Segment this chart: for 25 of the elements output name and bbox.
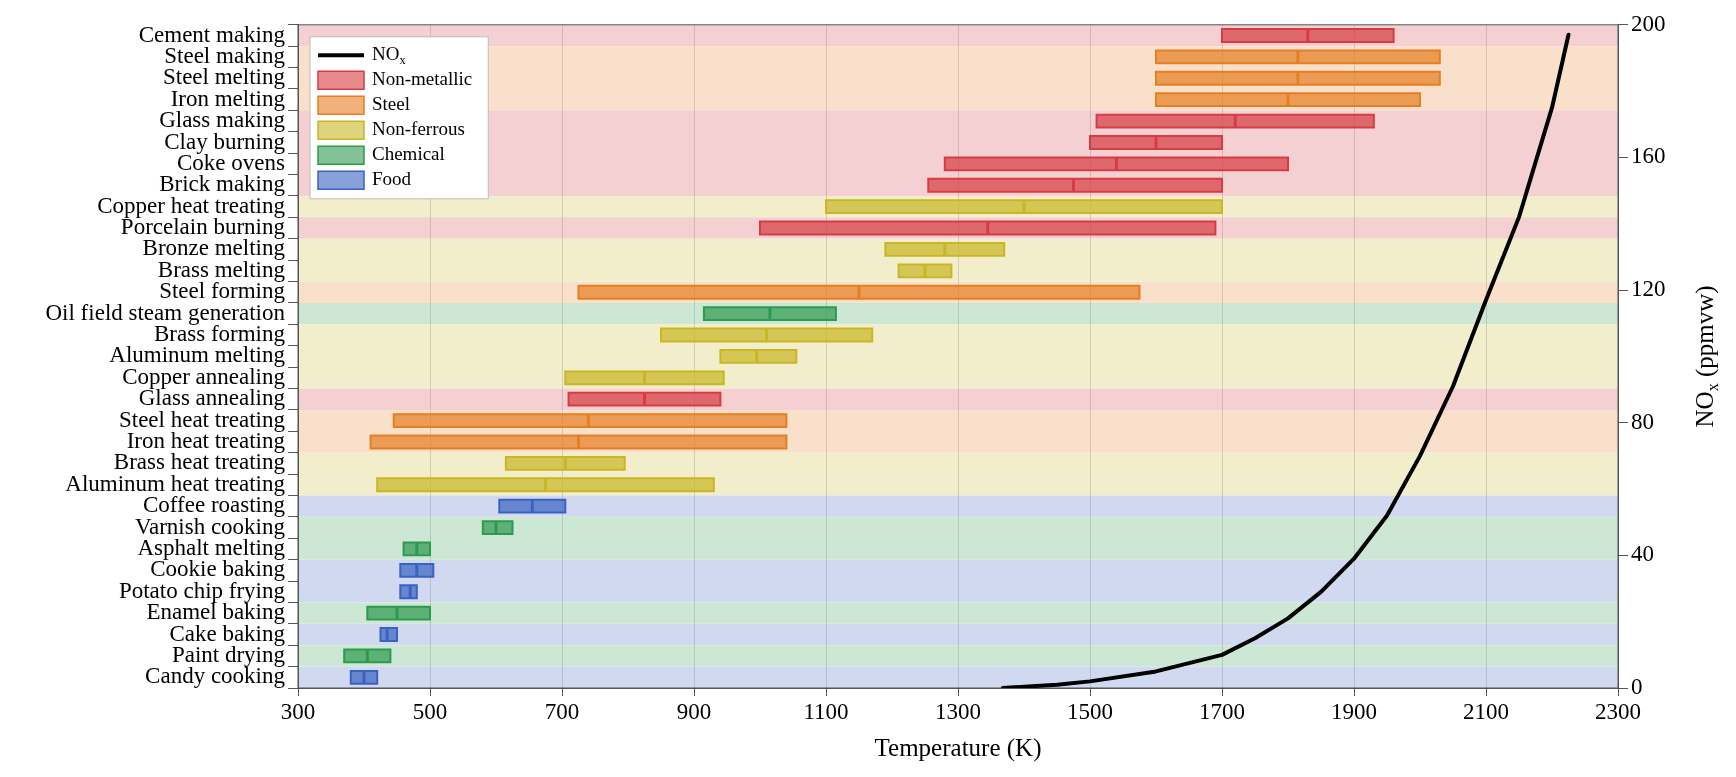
x-tick-label: 1900 [1331,698,1377,724]
y2-tick-label: 40 [1631,541,1654,567]
x-tick-label: 700 [544,698,580,724]
y2-tick-label: 80 [1631,408,1654,434]
legend-label: Steel [372,93,410,115]
x-tick-label: 2100 [1463,698,1509,724]
y2-tick-label: 160 [1631,143,1666,169]
x-tick-label: 900 [676,698,712,724]
legend-label: Non-ferrous [372,118,465,140]
x-tick-label: 300 [280,698,316,724]
x-tick-label: 1500 [1067,698,1113,724]
x-tick-label: 1100 [803,698,849,724]
x-axis-title: Temperature (K) [874,733,1042,762]
x-tick-label: 1300 [935,698,981,724]
y2-tick-label: 200 [1631,10,1666,36]
x-tick-label: 1700 [1199,698,1245,724]
x-tick-label: 500 [412,698,448,724]
y-tick-label: Brick making [159,171,286,197]
x-tick-label: 2300 [1595,698,1641,724]
legend-label: Chemical [372,143,445,165]
legend-label: Non-metallic [372,68,473,90]
y2-tick-label: 0 [1631,674,1643,700]
y2-axis-title: NOx (ppmvw) [1690,285,1722,428]
legend-label: Food [372,168,412,190]
y2-tick-label: 120 [1631,276,1666,302]
